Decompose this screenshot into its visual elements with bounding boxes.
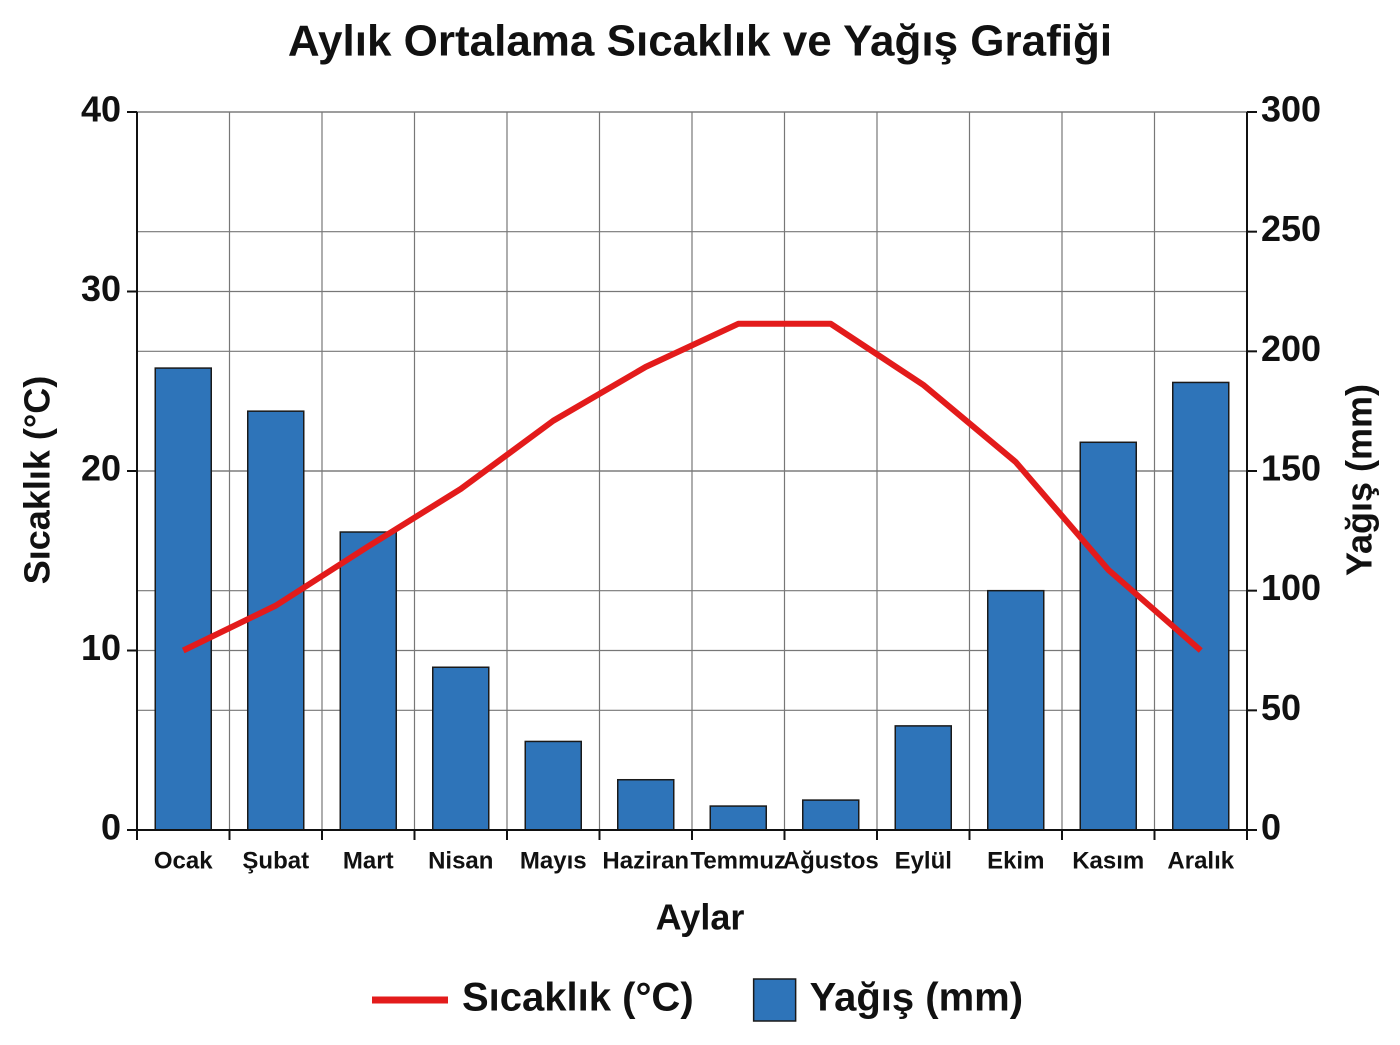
- y-tick-label: 40: [81, 89, 121, 130]
- legend-label: Yağış (mm): [810, 976, 1023, 1020]
- y2-tick-label: 150: [1261, 448, 1321, 489]
- x-tick-label: Eylül: [895, 847, 952, 874]
- y-tick-label: 30: [81, 268, 121, 309]
- y2-tick-label: 250: [1261, 208, 1321, 249]
- bar: [617, 778, 675, 831]
- y2-tick-label: 300: [1261, 89, 1321, 130]
- bar: [1172, 381, 1230, 831]
- x-tick-label: Nisan: [428, 847, 493, 874]
- y-tick-label: 10: [81, 627, 121, 668]
- x-tick-label: Ağustos: [783, 847, 879, 874]
- x-tick-label: Ekim: [987, 847, 1044, 874]
- y-tick-label: 20: [81, 448, 121, 489]
- bar: [709, 805, 767, 831]
- x-tick-label: Mart: [343, 847, 394, 874]
- bar: [987, 589, 1045, 831]
- bar: [432, 666, 490, 831]
- bar: [524, 740, 582, 831]
- x-tick-label: Aralık: [1167, 847, 1234, 874]
- y2-tick-label: 100: [1261, 567, 1321, 608]
- x-tick-label: Haziran: [602, 847, 689, 874]
- y2-axis-title: Yağış (mm): [1339, 384, 1380, 576]
- x-tick-label: Mayıs: [520, 847, 587, 874]
- line: [181, 320, 1203, 654]
- y-tick-label: 0: [101, 807, 121, 848]
- bar: [247, 410, 305, 831]
- bar: [802, 799, 860, 831]
- x-axis-title: Aylar: [656, 897, 745, 938]
- y2-tick-label: 0: [1261, 807, 1281, 848]
- bar: [1079, 441, 1137, 831]
- bar: [154, 367, 212, 831]
- legend-swatch: [752, 978, 797, 1022]
- x-tick-label: Kasım: [1072, 847, 1144, 874]
- bar: [339, 531, 397, 831]
- y2-tick-label: 200: [1261, 328, 1321, 369]
- bar: [894, 725, 952, 831]
- x-tick-label: Ocak: [154, 847, 213, 874]
- y-axis-title: Sıcaklık (°C): [17, 376, 58, 584]
- x-tick-label: Şubat: [242, 847, 309, 874]
- chart-title: Aylık Ortalama Sıcaklık ve Yağış Grafiği: [288, 17, 1112, 66]
- x-tick-label: Temmuz: [690, 847, 786, 874]
- legend-label: Sıcaklık (°C): [462, 976, 694, 1020]
- y2-tick-label: 50: [1261, 687, 1301, 728]
